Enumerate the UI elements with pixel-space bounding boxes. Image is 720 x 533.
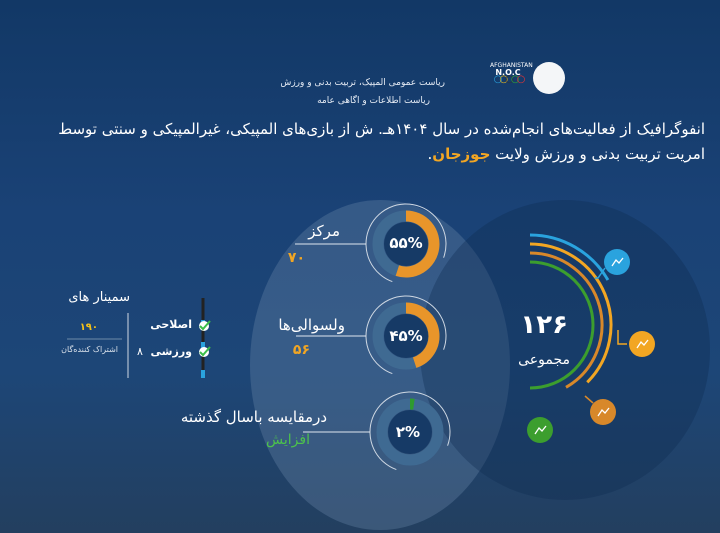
seminar-bar-segment [201, 370, 205, 378]
title-line-2-text: امریت تربیت بدنی و ورزش ولایت [495, 145, 705, 163]
participants-label: اشتراک کننده‌گان [61, 345, 118, 354]
percent-comparison: ۲% [395, 423, 421, 441]
percent-center: ۵۵% [389, 234, 423, 252]
athlete-icon [597, 407, 610, 417]
stat-label-center: مرکز [308, 222, 340, 240]
stat-label-districts: ولسوالی‌ها [278, 316, 345, 334]
seminar-label: اصلاحی [150, 318, 192, 331]
ring-outline [365, 295, 447, 375]
seminars-title: سمینار های [68, 290, 130, 305]
total-label: مجموعی [518, 352, 570, 368]
total-arc [529, 242, 613, 384]
org-line-1: ریاست عمومی المپیک، تربیت بدنی و ورزش [280, 78, 445, 88]
ring-center [388, 410, 432, 454]
ring-outline [365, 203, 447, 283]
total-arc [529, 251, 604, 389]
stat-label-comparison: درمقایسه باسال گذشته [180, 408, 327, 426]
ring-progress [395, 210, 440, 278]
check-mark [199, 346, 211, 357]
ring-center [384, 314, 428, 358]
total-value: ۱۲۶ [520, 310, 568, 340]
athlete-icon [611, 257, 624, 267]
stat-value-center: ۷۰ [287, 250, 305, 266]
participants-value: ۱۹۰ [79, 322, 98, 333]
title-period: . [427, 145, 433, 163]
sport-icon [629, 331, 655, 357]
noc-logo: AFGHANISTAN N.O.C ○○○○○ [490, 62, 533, 85]
seminar-bar-segment [201, 342, 205, 350]
ministry-logo [533, 62, 565, 94]
background-athlete-dark [420, 200, 710, 500]
sport-icon [604, 249, 630, 275]
athlete-icon [636, 339, 649, 349]
connector [584, 395, 594, 404]
total-arc [529, 233, 610, 281]
seminar-count: ۸ [136, 345, 143, 358]
ring-center [384, 222, 428, 266]
title-line-1: انفوگرافیک از فعالیت‌های انجام‌شده در سا… [58, 120, 705, 138]
sport-icon [527, 417, 553, 443]
ring-progress [405, 302, 440, 368]
check-mark [199, 320, 211, 331]
seminar-label: ورزشی [150, 345, 192, 358]
athlete-icon [534, 425, 547, 435]
seminar-item-2: ورزشی ۸ [137, 345, 192, 358]
ring-outline [369, 391, 451, 471]
province-name: جوزجان [432, 145, 491, 163]
seminar-item-1: اصلاحی [150, 318, 192, 331]
stat-value-comparison: افزایش [266, 432, 310, 448]
title-line-2: امریت تربیت بدنی و ورزش ولایت جوزجان. [428, 145, 706, 163]
org-line-2: ریاست اطلاعات و اگاهی عامه [317, 96, 430, 106]
stat-value-districts: ۵۶ [292, 342, 310, 358]
connector [595, 267, 606, 279]
percent-districts: ۴۵% [389, 327, 423, 345]
sport-icon [590, 399, 616, 425]
connector [617, 330, 627, 345]
total-arc [529, 260, 595, 390]
